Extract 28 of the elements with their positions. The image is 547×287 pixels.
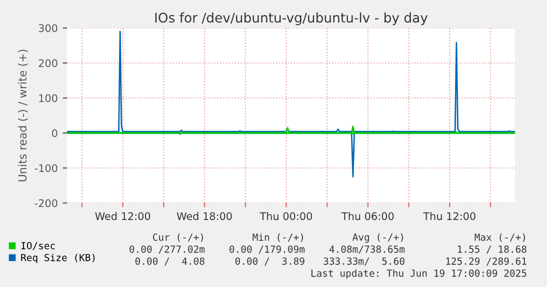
x-tick-label: Thu 00:00 <box>260 212 312 220</box>
y-tick-label: 200 <box>38 59 58 68</box>
x-tick-label: Thu 12:00 <box>423 212 476 220</box>
y-tick-label: 300 <box>38 24 58 32</box>
y-tick-label: -100 <box>34 164 58 172</box>
x-tick-label: Wed 12:00 <box>95 212 150 220</box>
text: Min (-/+) <box>252 233 303 242</box>
text: 4.08m/738.65m <box>329 245 405 254</box>
text: 0.00 /179.09m <box>230 245 305 254</box>
text: 0.00 / 4.08 <box>135 257 204 266</box>
legend-label: IO/sec <box>21 242 55 250</box>
text: Avg (-/+) <box>352 233 403 243</box>
y-tick-label: 100 <box>39 94 58 102</box>
text: 1.55 / 18.68 <box>458 245 526 254</box>
text: Max (-/+) <box>474 233 525 242</box>
legend-label: Req Size (KB) <box>21 254 95 264</box>
text: 0.00 /277.02m <box>130 245 205 254</box>
text: Last update: Thu Jun 19 17:00:09 2025 <box>311 269 526 279</box>
text: 0.00 / 3.89 <box>235 257 304 266</box>
y-tick-label: 0 <box>52 129 58 138</box>
x-tick-label: Thu 06:00 <box>341 212 394 220</box>
text: 125.29 /289.61 <box>446 257 526 266</box>
text: Cur (-/+) <box>152 233 203 242</box>
y-tick-label: -200 <box>34 199 58 208</box>
chart-title: IOs for /dev/ubuntu-vg/ubuntu-lv - by day <box>155 12 428 26</box>
text: 333.33m/ 5.60 <box>324 257 404 266</box>
x-tick-label: Wed 18:00 <box>176 212 232 220</box>
y-axis-title: Units read (-) / write (+) <box>18 50 28 182</box>
